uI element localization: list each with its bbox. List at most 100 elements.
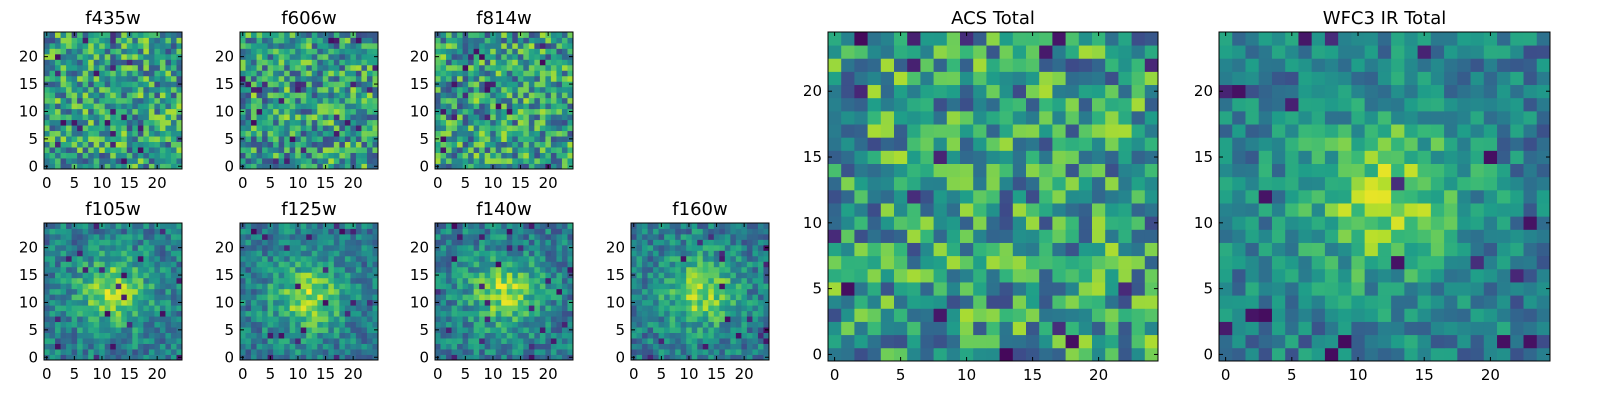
heatmap-cell <box>267 59 274 66</box>
heatmap-cell <box>262 343 268 350</box>
heatmap-cell <box>333 152 340 159</box>
heatmap-cell <box>669 338 676 344</box>
heatmap-cell <box>55 64 61 71</box>
heatmap-cell <box>517 75 524 82</box>
heatmap-cell <box>735 272 742 279</box>
heatmap-cell <box>713 327 720 333</box>
heatmap-cell <box>686 310 693 317</box>
heatmap-cell <box>686 338 693 344</box>
heatmap-cell <box>154 92 161 99</box>
heatmap-cell <box>528 283 535 290</box>
heatmap-cell <box>894 163 908 178</box>
heatmap-cell <box>457 158 463 164</box>
heatmap-cell <box>361 288 368 295</box>
heatmap-cell <box>484 223 491 229</box>
heatmap-cell <box>126 310 133 317</box>
heatmap-cell <box>495 48 502 55</box>
heatmap-cell <box>697 349 704 355</box>
heatmap-cell <box>642 239 648 246</box>
heatmap-cell <box>49 349 56 355</box>
heatmap-cell <box>446 288 452 295</box>
heatmap-cell <box>528 261 535 268</box>
heatmap-cell <box>49 97 56 104</box>
heatmap-cell <box>176 119 183 126</box>
heatmap-cell <box>93 136 100 142</box>
heatmap-cell <box>451 92 458 99</box>
heatmap-cell <box>262 233 268 240</box>
heatmap-cell <box>719 332 726 339</box>
heatmap-cell <box>306 261 313 268</box>
heatmap-cell <box>468 277 475 284</box>
heatmap-cell <box>350 59 357 66</box>
heatmap-cell <box>60 97 67 104</box>
heatmap-cell <box>170 332 177 339</box>
heatmap-cell <box>647 228 654 235</box>
heatmap-cell <box>534 294 541 301</box>
heatmap-cell <box>273 321 280 328</box>
heatmap-cell <box>680 321 687 328</box>
heatmap-cell <box>339 97 346 104</box>
heatmap-cell <box>479 299 486 306</box>
heatmap-cell <box>273 125 280 132</box>
heatmap-cell <box>311 233 318 240</box>
heatmap-cell <box>647 223 654 229</box>
heatmap-cell <box>262 327 268 333</box>
heatmap-cell <box>457 147 463 153</box>
heatmap-cell <box>457 92 463 99</box>
heatmap-cell <box>512 108 519 115</box>
heatmap-cell <box>121 233 128 240</box>
heatmap-cell <box>44 152 50 159</box>
heatmap-cell <box>435 338 441 344</box>
heatmap-cell <box>506 114 513 121</box>
heatmap-cell <box>523 152 530 159</box>
heatmap-cell <box>60 233 67 240</box>
heatmap-cell <box>691 223 698 229</box>
heatmap-cell <box>1039 203 1053 217</box>
heatmap-cell <box>462 233 469 240</box>
heatmap-cell <box>473 283 480 290</box>
heatmap-cell <box>484 103 491 110</box>
heatmap-cell <box>170 97 177 104</box>
heatmap-cell <box>372 64 379 71</box>
heatmap-cell <box>88 59 95 66</box>
heatmap-cell <box>322 42 329 49</box>
heatmap-cell <box>680 327 687 333</box>
heatmap-cell <box>278 233 285 240</box>
heatmap-cell <box>741 349 748 355</box>
heatmap-cell <box>495 343 502 350</box>
heatmap-cell <box>82 294 89 301</box>
heatmap-cell <box>165 92 172 99</box>
heatmap-cell <box>82 152 89 159</box>
heatmap-cell <box>333 64 340 71</box>
heatmap-cell <box>240 332 246 339</box>
heatmap-cell <box>664 338 671 344</box>
heatmap-cell <box>702 294 709 301</box>
heatmap-cell <box>284 158 291 164</box>
heatmap-cell <box>1026 189 1040 204</box>
heatmap-cell <box>44 250 50 257</box>
heatmap-cell <box>636 294 643 301</box>
heatmap-cell <box>854 295 868 309</box>
heatmap-cell <box>66 261 72 268</box>
heatmap-cell <box>245 125 252 132</box>
heatmap-cell <box>490 81 497 88</box>
heatmap-cell <box>523 158 530 164</box>
heatmap-cell <box>880 282 895 296</box>
heatmap-cell <box>55 349 61 355</box>
heatmap-cell <box>828 189 842 204</box>
heatmap-cell <box>66 119 72 126</box>
heatmap-cell <box>361 48 368 55</box>
heatmap-cell <box>479 244 486 251</box>
heatmap-cell <box>828 282 842 296</box>
heatmap-cell <box>697 310 704 317</box>
heatmap-cell <box>366 37 373 44</box>
heatmap-cell <box>295 70 302 77</box>
heatmap-cell <box>333 272 340 279</box>
heatmap-cell <box>642 244 648 251</box>
heatmap-cell <box>713 239 720 246</box>
heatmap-cell <box>550 86 557 93</box>
heatmap-cell <box>631 294 637 301</box>
heatmap-cell <box>295 338 302 344</box>
heatmap-cell <box>170 299 177 306</box>
heatmap-cell <box>686 244 693 251</box>
